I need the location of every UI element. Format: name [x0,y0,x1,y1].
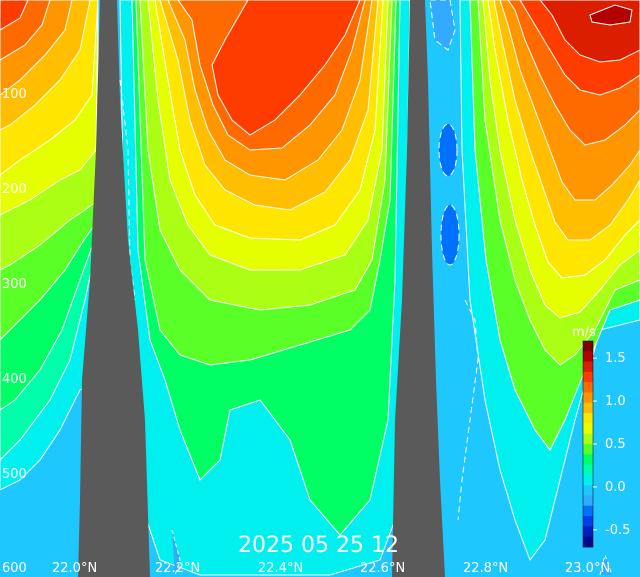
latitude-axis: 22.0°N 22.2°N 22.4°N 22.6°N 22.8°N 23.0°… [52,561,610,576]
colorbar-band [583,341,593,352]
colorbar-tick-label: 1.0 [605,394,626,409]
colorbar-band [583,536,593,548]
negative-flow-cells [119,0,613,576]
colorbar-band [583,382,593,393]
latitude-tick-label: 22.0°N [52,561,97,576]
left-block-contours [0,0,99,491]
colorbar-band [583,402,593,414]
colorbar-bands [583,341,593,548]
colorbar-band [583,505,593,517]
depth-tick-label: 100 [2,87,27,102]
colorbar-band [583,454,593,465]
latitude-tick-label: 22.8°N [463,561,508,576]
middle-block-contours [119,0,411,576]
colorbar-ticks: 1.5 1.0 0.5 0.0 -0.5 [593,351,630,538]
colorbar-tick-label: -0.5 [605,523,630,538]
colorbar-band [583,392,593,404]
colorbar-tick-label: 0.0 [605,480,626,495]
latitude-tick-label: 23.0°N [565,561,610,576]
depth-tick-label: 500 [2,467,27,482]
colorbar-band [583,351,593,362]
colorbar-band [583,361,593,373]
latitude-tick-label: 22.6°N [360,561,405,576]
colorbar-band [583,423,593,434]
colorbar-band [583,444,593,455]
colorbar-band [583,485,593,496]
depth-tick-label: 600 [2,561,27,576]
colorbar-tick-label: 1.5 [605,351,626,366]
latitude-tick-label: 22.2°N [155,561,200,576]
colorbar-band [583,516,593,527]
land-mask-west [78,0,150,577]
colorbar-band [583,474,593,486]
colorbar-band [583,413,593,424]
colorbar-band [583,464,593,476]
colorbar-band [583,495,593,507]
colorbar-unit: m/s [572,325,596,340]
colorbar-band [583,433,593,445]
depth-tick-label: 300 [2,277,27,292]
colorbar: m/s 1.5 1.0 0.5 0.0 -0.5 [572,325,630,548]
depth-tick-label: 400 [2,372,27,387]
latitude-tick-label: 22.4°N [258,561,303,576]
right-block-contours [418,0,640,577]
timestamp-label: 2025 05 25 12 [238,533,399,558]
colorbar-band [583,526,593,537]
colorbar-band [583,371,593,383]
land-masks [78,0,445,577]
land-mask-east [392,0,445,577]
depth-tick-label: 200 [2,182,27,197]
depth-axis: 100 200 300 400 500 600 [2,87,27,576]
colorbar-tick-label: 0.5 [605,437,626,452]
